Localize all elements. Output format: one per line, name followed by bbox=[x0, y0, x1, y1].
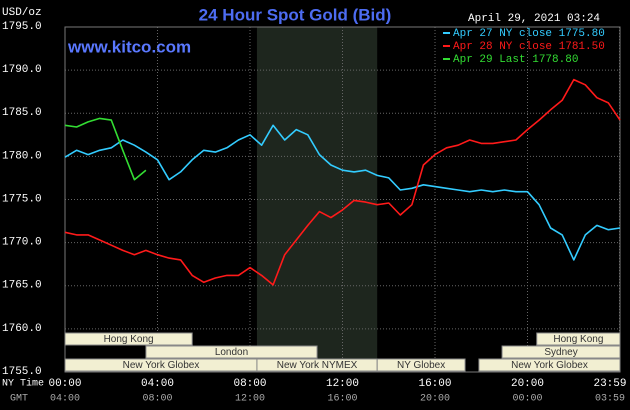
session-label: NY Globex bbox=[397, 360, 445, 371]
session-bar bbox=[64, 332, 193, 346]
y-tick-label: 1775.0 bbox=[2, 193, 42, 205]
session-bar bbox=[501, 345, 621, 359]
y-tick-label: 1790.0 bbox=[2, 64, 42, 76]
series-line bbox=[64, 78, 621, 286]
legend-label: Apr 29 Last 1778.80 bbox=[453, 54, 578, 66]
unit-label: USD/oz bbox=[2, 7, 42, 19]
y-tick-label: 1755.0 bbox=[2, 366, 42, 378]
y-tick-label: 1760.0 bbox=[2, 323, 42, 335]
y-tick-label: 1795.0 bbox=[2, 21, 42, 33]
x-tick-label-gmt: 03:59 bbox=[595, 394, 625, 405]
x-tick-label: 23:59 bbox=[593, 378, 626, 390]
x-tick-label: 00:00 bbox=[48, 378, 81, 390]
x-tick-label-gmt: 16:00 bbox=[327, 394, 357, 405]
x-row-label: GMT bbox=[10, 394, 28, 405]
y-tick-label: 1780.0 bbox=[2, 150, 42, 162]
x-tick-label-gmt: 08:00 bbox=[142, 394, 172, 405]
site-label: www.kitco.com bbox=[67, 37, 191, 56]
x-tick-label-gmt: 04:00 bbox=[50, 394, 80, 405]
session-label: London bbox=[215, 347, 248, 358]
x-tick-label: 16:00 bbox=[418, 378, 451, 390]
session-bar bbox=[145, 345, 318, 359]
chart-title: 24 Hour Spot Gold (Bid) bbox=[199, 5, 392, 24]
x-tick-label: 12:00 bbox=[326, 378, 359, 390]
x-tick-label: 20:00 bbox=[511, 378, 544, 390]
x-tick-label: 08:00 bbox=[233, 378, 266, 390]
session-label: Sydney bbox=[544, 347, 577, 358]
session-label: Hong Kong bbox=[104, 334, 154, 345]
session-label: New York Globex bbox=[511, 360, 588, 371]
y-tick-label: 1765.0 bbox=[2, 280, 42, 292]
session-bar bbox=[478, 358, 621, 372]
session-label: Hong Kong bbox=[553, 334, 603, 345]
x-tick-label-gmt: 20:00 bbox=[420, 394, 450, 405]
x-tick-label: 04:00 bbox=[141, 378, 174, 390]
series-line bbox=[64, 124, 621, 261]
session-bar bbox=[536, 332, 621, 346]
y-tick-label: 1770.0 bbox=[2, 237, 42, 249]
legend-label: Apr 28 NY close 1781.50 bbox=[453, 41, 605, 53]
plot-frame bbox=[64, 26, 621, 373]
session-label: New York Globex bbox=[123, 360, 200, 371]
session-label: New York NYMEX bbox=[277, 360, 358, 371]
x-tick-label-gmt: 00:00 bbox=[512, 394, 542, 405]
x-row-label: NY Time bbox=[2, 378, 44, 390]
series-line bbox=[64, 117, 147, 181]
legend-label: Apr 27 NY close 1775.80 bbox=[453, 28, 605, 40]
x-tick-label-gmt: 12:00 bbox=[235, 394, 265, 405]
y-tick-label: 1785.0 bbox=[2, 107, 42, 119]
session-bar bbox=[376, 358, 466, 372]
date-label: April 29, 2021 03:24 bbox=[468, 13, 600, 25]
